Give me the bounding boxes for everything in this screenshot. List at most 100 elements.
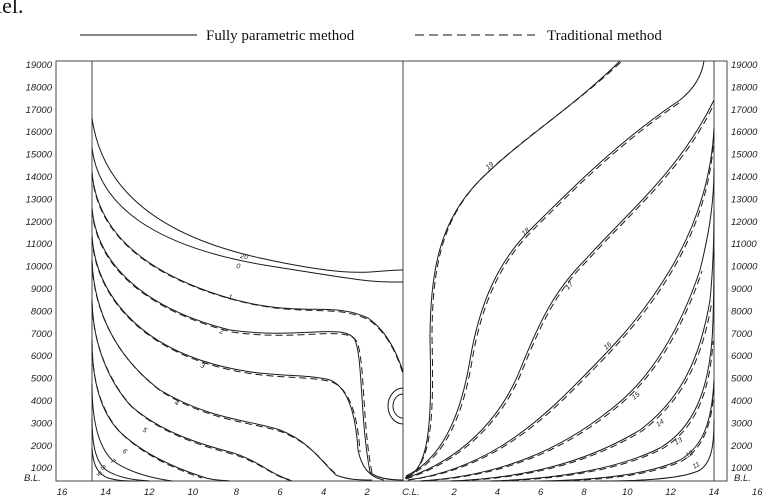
x-tick-14: 12 bbox=[665, 487, 676, 497]
y-tick-right-6000: 6000 bbox=[731, 351, 753, 362]
y-tick-left-2000: 2000 bbox=[30, 441, 53, 452]
y-tick-left-15000: 15000 bbox=[26, 150, 53, 161]
fore-body-curves bbox=[404, 60, 715, 482]
y-axis-right: 1000 2000 3000 4000 5000 6000 7000 8000 9000 1000… bbox=[730, 60, 758, 474]
y-tick-right-15000: 15000 bbox=[731, 150, 758, 161]
fwd-curve-19-trad bbox=[404, 60, 623, 479]
fwd-curve-15-trad bbox=[419, 270, 703, 482]
station-label-fwd-14: 14 bbox=[655, 418, 665, 428]
station-label-aft-20: 20 bbox=[239, 253, 249, 261]
fwd-curve-13 bbox=[489, 249, 715, 482]
y-tick-right-2000: 2000 bbox=[730, 441, 753, 452]
y-tick-left-17000: 17000 bbox=[26, 105, 53, 116]
y-tick-left-5000: 5000 bbox=[31, 374, 53, 385]
aft-curve-1-trad bbox=[91, 173, 404, 375]
aft-curve-2-trad bbox=[91, 209, 373, 474]
y-tick-right-1000: 1000 bbox=[731, 463, 753, 474]
y-tick-right-11000: 11000 bbox=[731, 239, 757, 250]
x-tick-7: 2 bbox=[364, 487, 371, 497]
y-tick-left-6000: 6000 bbox=[31, 351, 53, 362]
x-tick-6: 4 bbox=[321, 487, 326, 497]
y-tick-left-4000: 4000 bbox=[31, 396, 53, 407]
station-label-aft-3: 3 bbox=[199, 362, 205, 370]
y-tick-left-3000: 3000 bbox=[31, 418, 53, 429]
y-axis-left: 1000 2000 3000 4000 5000 6000 7000 8000 9000 1000… bbox=[26, 60, 53, 474]
fwd-curve-19 bbox=[404, 60, 621, 479]
fwd-curve-12 bbox=[539, 379, 715, 482]
y-tick-left-19000: 19000 bbox=[26, 60, 53, 71]
x-tick-3: 10 bbox=[188, 487, 199, 497]
baseline-label-left: B.L. bbox=[24, 473, 41, 484]
fwd-curve-17-trad bbox=[405, 103, 715, 480]
aft-curve-2 bbox=[91, 207, 404, 481]
x-tick-12: 8 bbox=[581, 487, 587, 497]
shaft-boss-outer bbox=[387, 387, 404, 425]
x-tick-16: 16 bbox=[752, 487, 763, 497]
y-tick-left-13000: 13000 bbox=[26, 194, 53, 205]
fwd-curve-14 bbox=[449, 209, 715, 482]
y-tick-left-18000: 18000 bbox=[26, 82, 53, 93]
aft-curve-1 bbox=[91, 171, 404, 373]
station-label-aft-0: 0 bbox=[236, 263, 241, 271]
aft-body-curves bbox=[91, 117, 404, 482]
station-label-fwd-18: 18 bbox=[521, 227, 532, 237]
caption-fragment: lel. bbox=[0, 0, 24, 18]
y-tick-left-7000: 7000 bbox=[31, 329, 53, 340]
x-tick-15: 14 bbox=[709, 487, 720, 497]
aft-curve-7 bbox=[91, 383, 173, 482]
aft-curve-6-trad bbox=[91, 341, 203, 479]
x-tick-9: 2 bbox=[450, 487, 457, 497]
aft-curve-3-trad bbox=[91, 237, 361, 453]
station-label-fwd-15: 15 bbox=[631, 391, 642, 401]
x-tick-2: 12 bbox=[144, 487, 155, 497]
x-tick-13: 10 bbox=[622, 487, 633, 497]
y-tick-right-5000: 5000 bbox=[731, 374, 753, 385]
station-label-aft-8: 8 bbox=[99, 464, 107, 472]
x-tick-1: 14 bbox=[100, 487, 111, 497]
y-tick-right-14000: 14000 bbox=[731, 172, 758, 183]
station-label-aft-9: 9 bbox=[95, 470, 103, 478]
y-tick-right-7000: 7000 bbox=[731, 329, 753, 340]
y-tick-right-19000: 19000 bbox=[731, 60, 758, 71]
aft-curve-20 bbox=[91, 117, 404, 273]
aft-curve-8 bbox=[91, 417, 151, 482]
aft-curve-0 bbox=[91, 147, 404, 283]
y-tick-left-1000: 1000 bbox=[31, 463, 53, 474]
x-tick-8: C.L. bbox=[402, 487, 419, 497]
fwd-curve-12-trad bbox=[539, 383, 715, 482]
fwd-curve-16 bbox=[407, 127, 715, 481]
fwd-curve-16-trad bbox=[407, 131, 715, 481]
y-tick-left-11000: 11000 bbox=[26, 239, 52, 250]
legend-full-label: Fully parametric method bbox=[206, 28, 355, 44]
fwd-curve-17 bbox=[405, 99, 715, 479]
x-tick-10: 4 bbox=[495, 487, 500, 497]
fwd-curve-14-trad bbox=[449, 300, 713, 482]
y-tick-left-12000: 12000 bbox=[26, 217, 53, 228]
y-tick-right-16000: 16000 bbox=[731, 127, 758, 138]
y-tick-right-17000: 17000 bbox=[731, 105, 758, 116]
station-label-fwd-19: 19 bbox=[485, 161, 496, 171]
y-tick-right-4000: 4000 bbox=[731, 396, 753, 407]
aft-curve-3 bbox=[91, 235, 385, 481]
baseline-label-right: B.L. bbox=[734, 473, 751, 484]
station-label-aft-5: 5 bbox=[141, 427, 148, 435]
station-label-fwd-16: 16 bbox=[603, 341, 614, 351]
x-tick-0: 16 bbox=[57, 487, 68, 497]
y-tick-right-3000: 3000 bbox=[731, 418, 753, 429]
station-label-aft-7: 7 bbox=[109, 458, 117, 467]
station-label-aft-6: 6 bbox=[121, 448, 128, 456]
y-tick-right-8000: 8000 bbox=[731, 306, 753, 317]
y-tick-right-12000: 12000 bbox=[731, 217, 758, 228]
legend: Fully parametric method Traditional meth… bbox=[80, 28, 662, 44]
station-label-aft-1: 1 bbox=[228, 294, 233, 302]
plot-border bbox=[55, 60, 728, 482]
x-tick-11: 6 bbox=[538, 487, 544, 497]
x-axis: 16 14 12 10 8 6 4 2 C.L. 2 4 6 8 10 12 14 16 bbox=[57, 487, 763, 497]
x-tick-5: 6 bbox=[277, 487, 283, 497]
y-tick-left-10000: 10000 bbox=[26, 262, 53, 273]
station-label-fwd-17: 17 bbox=[564, 280, 575, 291]
fwd-curve-15 bbox=[419, 167, 715, 482]
aft-curve-5-trad bbox=[91, 301, 293, 482]
aft-curve-4-trad bbox=[91, 261, 339, 477]
